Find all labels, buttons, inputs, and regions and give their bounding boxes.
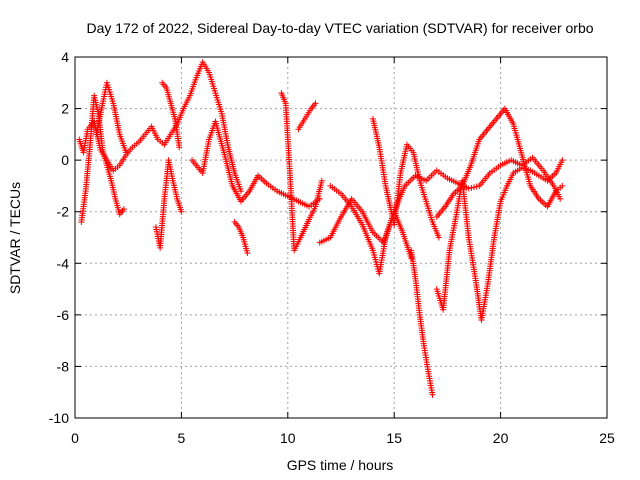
x-tick-label: 25 [599,430,615,446]
data-point [559,182,566,189]
data-point [471,184,477,191]
y-tick-labels: -10 -8 -6 -4 -2 0 2 4 [49,49,69,426]
x-tick-labels: 0 5 10 15 20 25 [71,430,615,446]
data-point [312,100,319,107]
x-tick-label: 5 [178,430,186,446]
x-tick-label: 20 [493,430,509,446]
data-point [468,184,475,191]
x-axis-label: GPS time / hours [287,457,394,473]
y-tick-label: 4 [61,49,69,65]
data-point [244,249,251,256]
data-point [465,185,472,192]
axis-ticks [74,56,608,419]
x-tick-label: 15 [386,430,402,446]
data-point [557,195,564,202]
y-tick-label: -2 [57,204,70,220]
x-tick-label: 0 [71,430,79,446]
y-tick-label: -6 [57,307,70,323]
data-point [473,183,480,190]
y-tick-label: 0 [61,152,69,168]
chart-title: Day 172 of 2022, Sidereal Day-to-day VTE… [86,20,593,36]
data-point [176,144,183,151]
y-tick-label: 2 [61,101,69,117]
y-axis-label: SDTVAR / TECUs [7,182,23,294]
plot-frame [74,56,608,419]
data-point [120,206,127,213]
data-point [178,208,185,215]
x-tick-label: 10 [280,430,296,446]
data-point [559,157,566,164]
y-tick-label: -8 [57,358,70,374]
data-point [435,234,442,241]
y-tick-label: -4 [57,255,70,271]
data-point [429,391,436,398]
grid-lines [75,57,607,418]
data-point [318,177,325,184]
data-points [76,59,566,398]
data-point [123,149,130,156]
y-tick-label: -10 [49,410,69,426]
data-point [237,188,244,195]
data-point [408,255,415,262]
